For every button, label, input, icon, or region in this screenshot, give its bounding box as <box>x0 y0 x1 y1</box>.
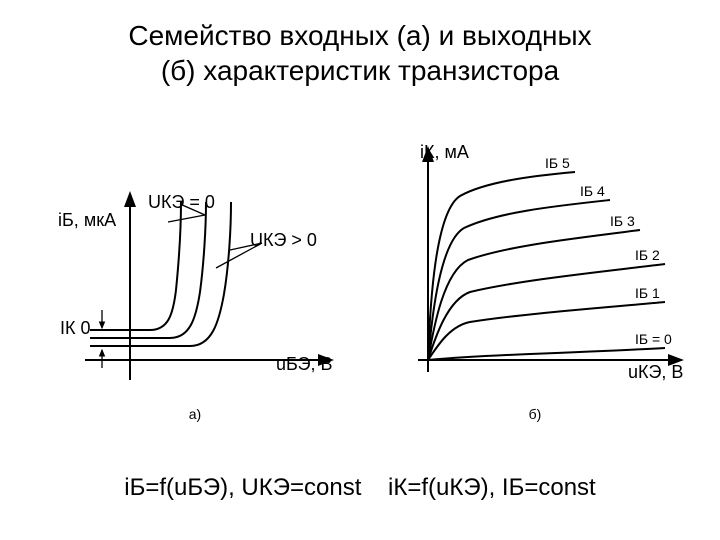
input-characteristics-chart: iБ, мкА uБЭ, В UКЭ = 0 UКЭ > 0 IК 0 а) <box>30 100 360 422</box>
equation-b: iК=f(uКЭ), IБ=const <box>388 474 596 501</box>
curve-label: IБ 3 <box>610 213 635 229</box>
y-axis-label-a: iБ, мкА <box>58 210 116 231</box>
chart-b-caption: б) <box>370 406 700 422</box>
uke-zero-label: UКЭ = 0 <box>148 192 215 213</box>
curve-label: IБ 1 <box>635 285 660 301</box>
curve-labels: IБ = 0 IБ 1 IБ 2 IБ 3 IБ 4 IБ 5 <box>545 155 672 347</box>
x-axis-label-b: uКЭ, В <box>628 362 683 383</box>
chart-a-caption: а) <box>30 406 360 422</box>
output-curve <box>428 230 640 360</box>
equation-a: iБ=f(uБЭ), UКЭ=const <box>124 474 361 501</box>
leader-line <box>168 215 205 222</box>
title-line-1: Семейство входных (а) и выходных <box>128 20 591 51</box>
output-characteristics-chart: IБ = 0 IБ 1 IБ 2 IБ 3 IБ 4 IБ 5 iК, мА uКЭ, В… <box>370 100 700 422</box>
output-curve <box>428 348 665 360</box>
output-curves <box>428 172 665 360</box>
curve-label: IБ 4 <box>580 183 605 199</box>
page-title: Семейство входных (а) и выходных (б) хар… <box>0 0 720 88</box>
ik0-label: IК 0 <box>60 318 91 339</box>
leader-lines <box>168 204 262 268</box>
charts-row: iБ, мкА uБЭ, В UКЭ = 0 UКЭ > 0 IК 0 а) I… <box>0 100 720 440</box>
curve-label: IБ 5 <box>545 155 570 171</box>
curve-label: IБ 2 <box>635 247 660 263</box>
x-axis-label-a: uБЭ, В <box>276 354 333 375</box>
output-curve <box>428 302 665 360</box>
equations: iБ=f(uБЭ), UКЭ=const iК=f(uКЭ), IБ=const <box>0 474 720 502</box>
output-curve <box>428 200 610 360</box>
curve-label: IБ = 0 <box>635 331 672 347</box>
title-line-2: (б) характеристик транзистора <box>161 55 559 86</box>
uke-gt-label: UКЭ > 0 <box>250 230 317 251</box>
y-axis-label-b: iК, мА <box>420 142 469 163</box>
